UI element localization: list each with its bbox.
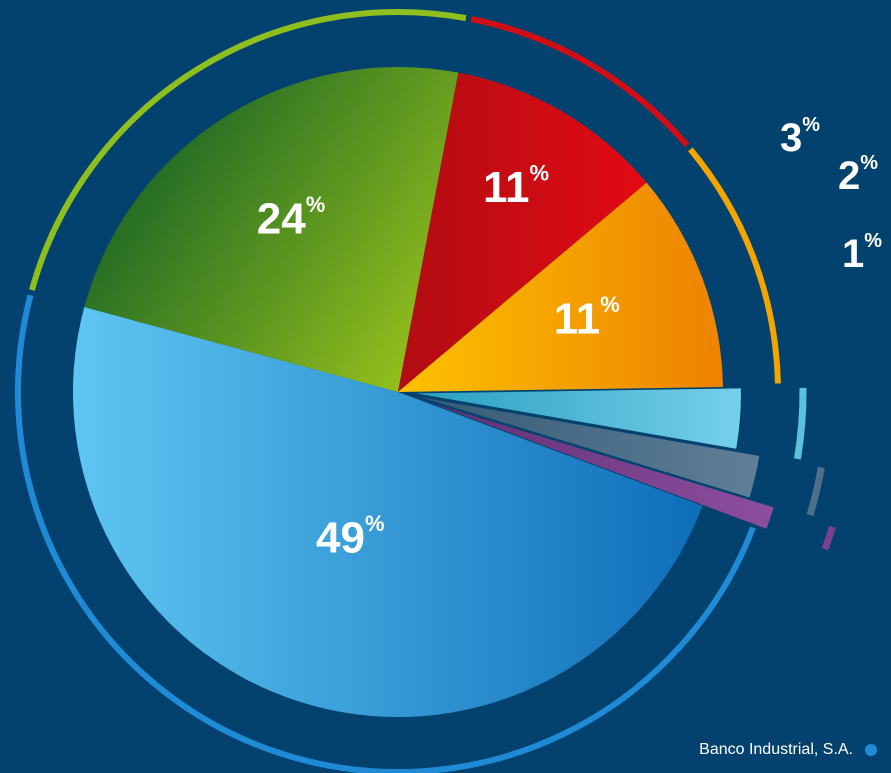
outer-ring-arc-1 [29, 9, 467, 291]
pie-slice-4 [415, 388, 741, 449]
slice-labels: 49% 24% 11% 11% 3% 2% 1% [257, 114, 882, 562]
slice-value-label-5: 2% [838, 152, 878, 197]
outer-mark-6 [821, 525, 836, 551]
slice-value-label-4: 3% [780, 114, 820, 159]
legend: Banco Industrial, S.A. [699, 741, 877, 759]
legend-label-0: Banco Industrial, S.A. [699, 741, 853, 758]
outer-ring [15, 9, 836, 773]
slice-value-label-2: 11% [483, 160, 549, 211]
slice-value-label-0: 49% [316, 511, 385, 562]
outer-ring-arc-0 [15, 294, 756, 773]
outer-mark-5 [806, 466, 825, 517]
pie-slice-3 [398, 182, 723, 392]
pie-slice-2 [398, 72, 647, 393]
slice-value-label-1: 24% [257, 192, 326, 243]
slice-value-label-6: 1% [842, 230, 882, 275]
outer-ring-arc-3 [688, 147, 781, 384]
outer-mark-4 [793, 387, 807, 460]
pie-slice-1 [84, 67, 459, 393]
pie-slice-5 [421, 397, 760, 498]
pie-slices [72, 67, 774, 717]
legend-swatch-0 [865, 744, 877, 756]
slice-value-label-3: 11% [554, 292, 620, 343]
pie-slice-6 [426, 401, 774, 529]
pie-slice-0 [72, 307, 703, 717]
outer-ring-arc-2 [470, 16, 690, 148]
